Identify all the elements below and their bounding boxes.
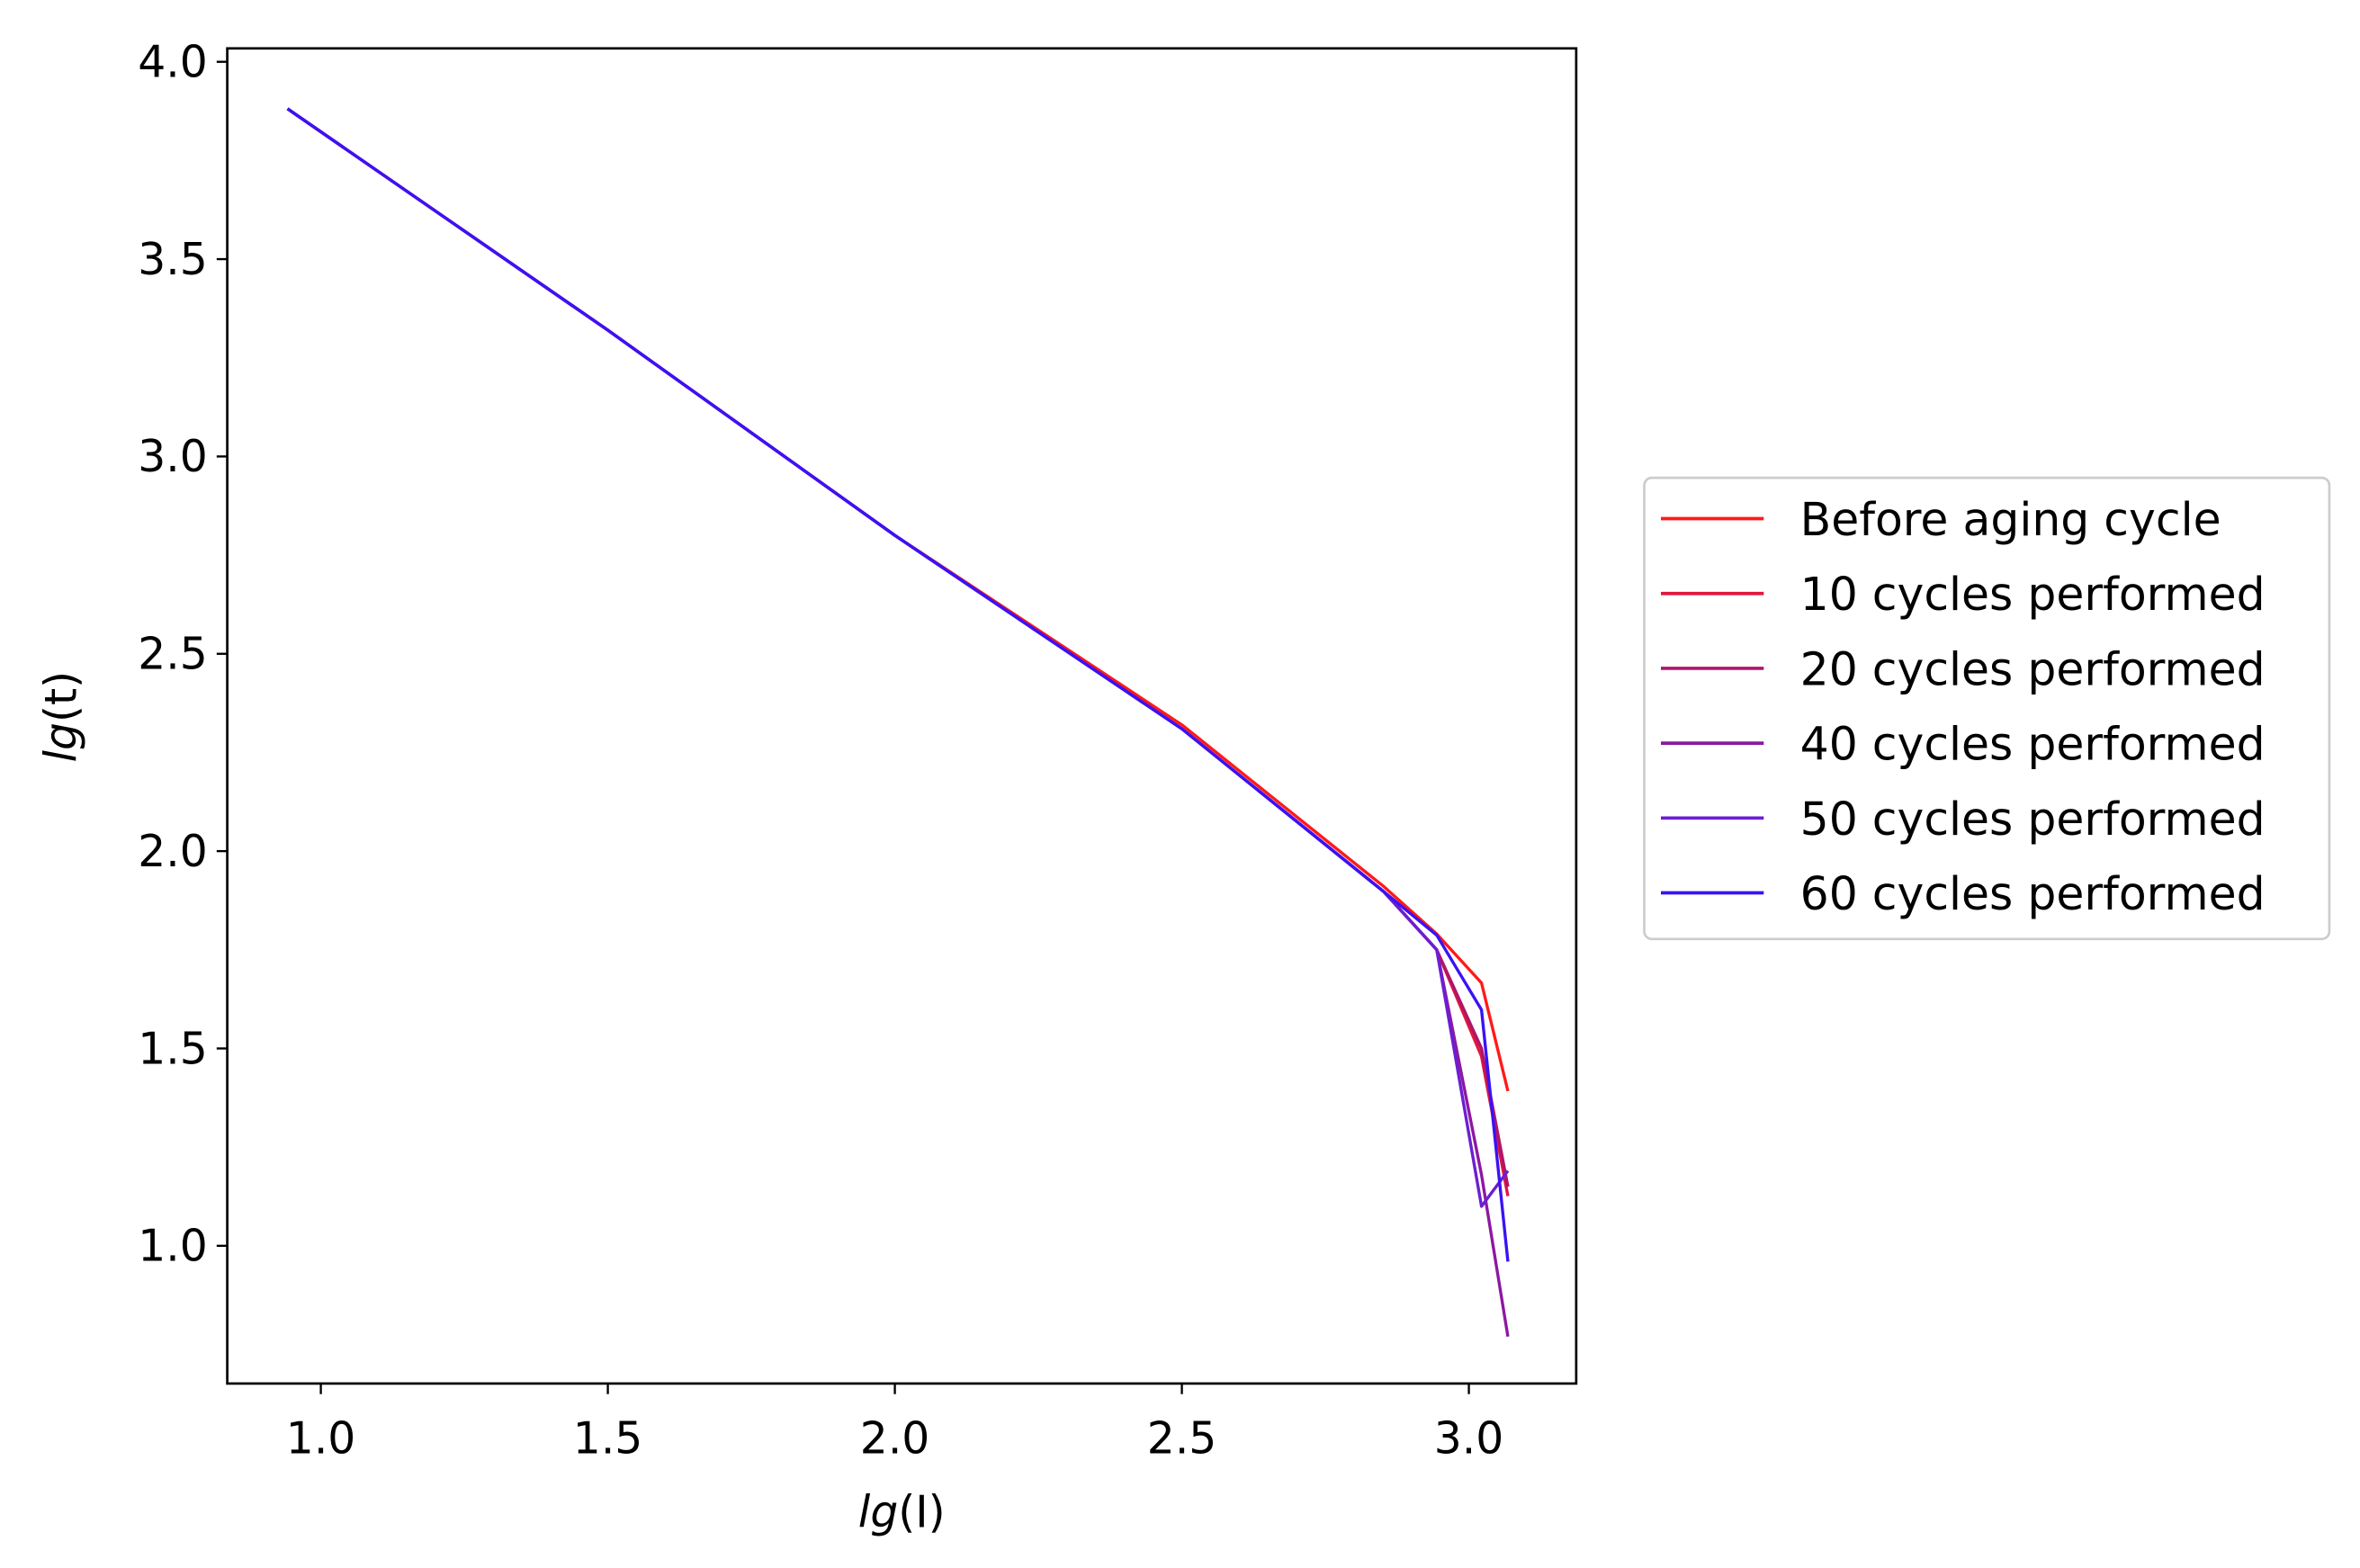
series-line-2 bbox=[286, 107, 1510, 1187]
legend-label: Before aging cycle bbox=[1800, 493, 2221, 546]
series-line-0 bbox=[286, 107, 1510, 1092]
x-tick-label: 2.0 bbox=[860, 1413, 930, 1464]
x-tick-label: 2.5 bbox=[1147, 1413, 1217, 1464]
x-tick-label: 1.5 bbox=[573, 1413, 643, 1464]
y-tick-label: 1.5 bbox=[138, 1024, 208, 1074]
axes-frame bbox=[226, 47, 1578, 1385]
legend-box bbox=[1643, 476, 2331, 941]
legend-label: 10 cycles performed bbox=[1800, 568, 2266, 621]
legend-label: 50 cycles performed bbox=[1800, 793, 2266, 846]
legend-label: 20 cycles performed bbox=[1800, 642, 2266, 695]
x-tick-label: 1.0 bbox=[286, 1413, 356, 1464]
series-line-4 bbox=[286, 107, 1510, 1208]
legend-label: 40 cycles performed bbox=[1800, 718, 2266, 771]
y-tick-label: 3.0 bbox=[138, 432, 208, 482]
y-tick-label: 1.0 bbox=[138, 1222, 208, 1272]
x-axis-label: lg(I) bbox=[858, 1488, 946, 1538]
plot-lines bbox=[286, 107, 1510, 1338]
y-tick-label: 2.5 bbox=[138, 630, 208, 680]
series-line-1 bbox=[286, 107, 1510, 1196]
y-tick-label: 2.0 bbox=[138, 827, 208, 877]
series-line-3 bbox=[286, 107, 1510, 1338]
legend: Before aging cycle 10 cycles performed 20 … bbox=[1643, 476, 2331, 941]
x-tick-label: 3.0 bbox=[1434, 1413, 1504, 1464]
y-tick-label: 3.5 bbox=[138, 235, 208, 285]
x-axis-ticks: 1.0 1.5 2.0 2.5 3.0 bbox=[286, 1383, 1504, 1464]
y-tick-label: 4.0 bbox=[138, 38, 208, 88]
series-line-5 bbox=[286, 107, 1510, 1262]
y-axis-label: lg(t) bbox=[37, 671, 87, 763]
y-axis-ticks: 1.0 1.5 2.0 2.5 3.0 3.5 4.0 bbox=[138, 38, 228, 1272]
legend-label: 60 cycles performed bbox=[1800, 867, 2266, 920]
